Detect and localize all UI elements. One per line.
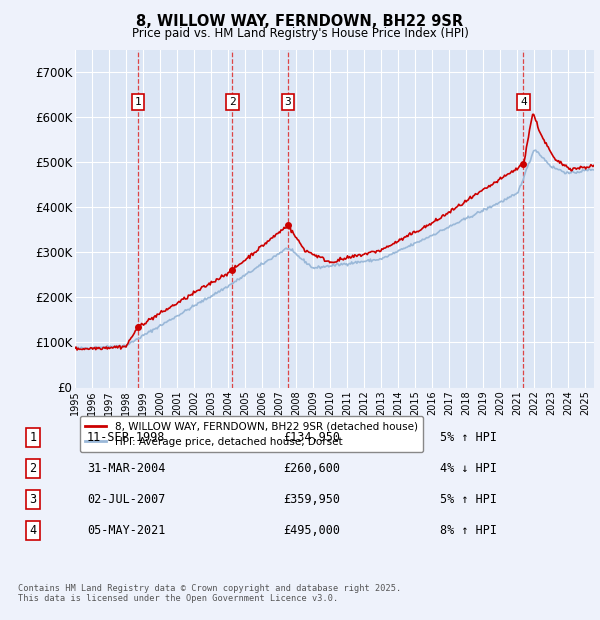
Text: 4: 4: [520, 97, 527, 107]
Text: 11-SEP-1998: 11-SEP-1998: [87, 431, 165, 443]
Text: 4: 4: [29, 524, 37, 536]
Text: 8% ↑ HPI: 8% ↑ HPI: [439, 524, 497, 536]
Text: £134,950: £134,950: [284, 431, 341, 443]
Text: 8, WILLOW WAY, FERNDOWN, BH22 9SR: 8, WILLOW WAY, FERNDOWN, BH22 9SR: [136, 14, 464, 29]
Text: 1: 1: [134, 97, 142, 107]
Legend: 8, WILLOW WAY, FERNDOWN, BH22 9SR (detached house), HPI: Average price, detached: 8, WILLOW WAY, FERNDOWN, BH22 9SR (detac…: [80, 417, 423, 452]
Text: 4% ↓ HPI: 4% ↓ HPI: [439, 462, 497, 474]
Text: 3: 3: [29, 493, 37, 505]
Text: 5% ↑ HPI: 5% ↑ HPI: [439, 493, 497, 505]
Text: 5% ↑ HPI: 5% ↑ HPI: [439, 431, 497, 443]
Text: 2: 2: [229, 97, 236, 107]
Text: 31-MAR-2004: 31-MAR-2004: [87, 462, 165, 474]
Text: £260,600: £260,600: [284, 462, 341, 474]
Text: 2: 2: [29, 462, 37, 474]
Text: £495,000: £495,000: [284, 524, 341, 536]
Text: 02-JUL-2007: 02-JUL-2007: [87, 493, 165, 505]
Text: Contains HM Land Registry data © Crown copyright and database right 2025.
This d: Contains HM Land Registry data © Crown c…: [18, 584, 401, 603]
Text: 05-MAY-2021: 05-MAY-2021: [87, 524, 165, 536]
Text: Price paid vs. HM Land Registry's House Price Index (HPI): Price paid vs. HM Land Registry's House …: [131, 27, 469, 40]
Text: £359,950: £359,950: [284, 493, 341, 505]
Text: 1: 1: [29, 431, 37, 443]
Text: 3: 3: [284, 97, 291, 107]
